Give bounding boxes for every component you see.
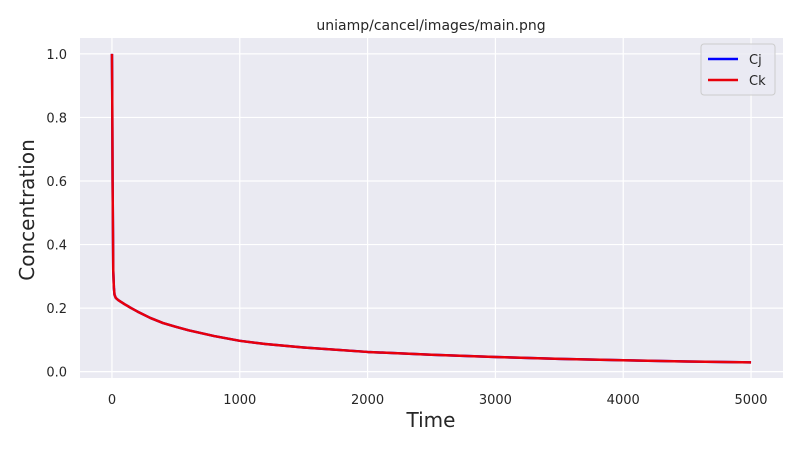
legend-label-ck: Ck xyxy=(749,74,766,89)
y-tick-labels: 0.0 0.2 0.4 0.6 0.8 1.0 xyxy=(46,48,67,381)
x-tick-labels: 0 1000 2000 3000 4000 5000 xyxy=(108,393,768,408)
x-tick-label: 4000 xyxy=(607,393,640,408)
y-tick-label: 0.4 xyxy=(46,239,67,254)
legend: Cj Ck xyxy=(700,43,776,96)
y-tick-label: 1.0 xyxy=(46,48,67,63)
y-tick-label: 0.2 xyxy=(46,302,67,317)
x-tick-label: 1000 xyxy=(223,393,256,408)
x-tick-label: 2000 xyxy=(351,393,384,408)
plot-background xyxy=(80,38,783,378)
x-tick-label: 3000 xyxy=(479,393,512,408)
series-line-ck xyxy=(110,53,752,364)
y-tick-label: 0.8 xyxy=(46,111,67,126)
x-axis-label: Time xyxy=(406,408,456,432)
y-axis-label: Concentration xyxy=(15,139,39,280)
legend-box xyxy=(700,43,776,96)
x-tick-label: 5000 xyxy=(734,393,767,408)
series-lines xyxy=(110,53,752,364)
y-tick-label: 0.6 xyxy=(46,175,67,190)
legend-label-cj: Cj xyxy=(749,53,762,68)
chart-title: uniamp/cancel/images/main.png xyxy=(316,18,545,34)
y-tick-label: 0.0 xyxy=(46,366,67,381)
x-tick-label: 0 xyxy=(108,393,116,408)
